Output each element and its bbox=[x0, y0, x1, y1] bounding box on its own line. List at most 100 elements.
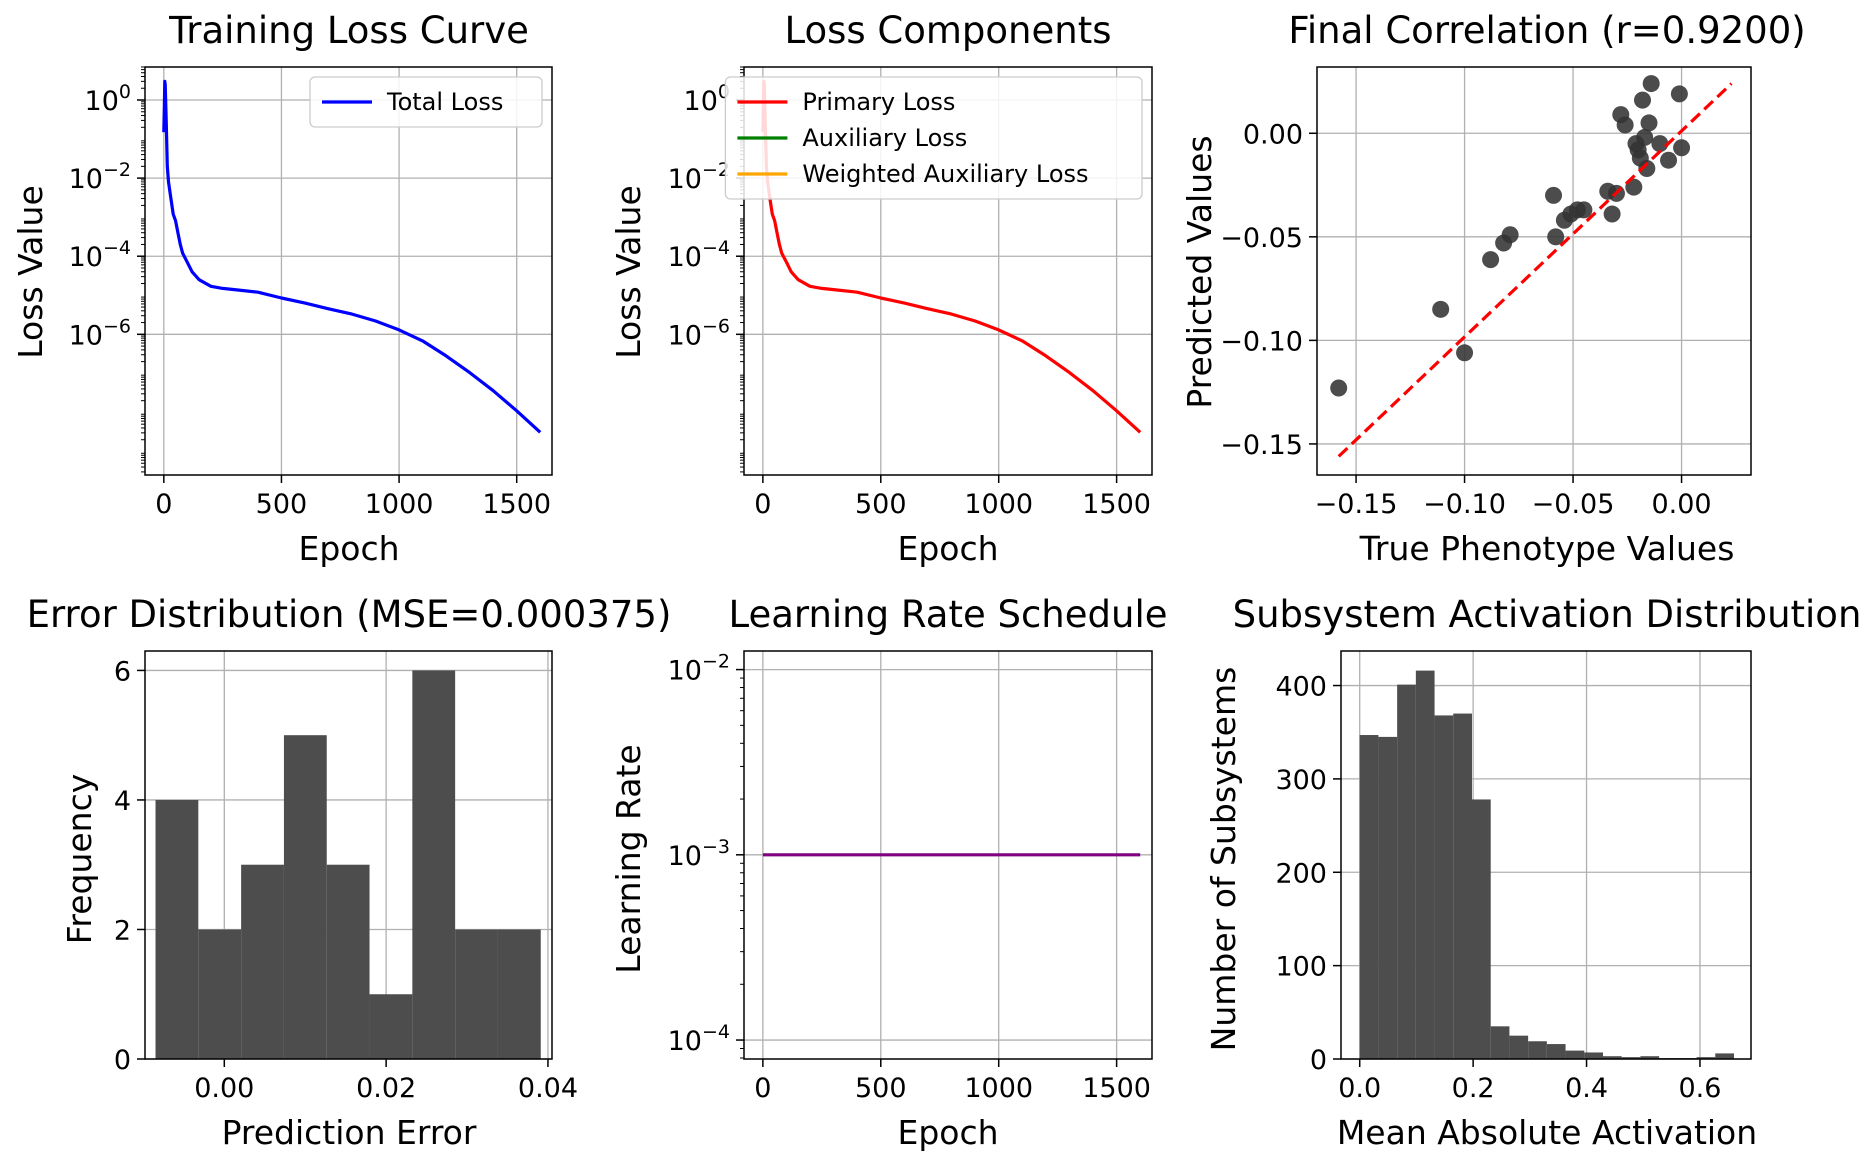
histogram-bar bbox=[1509, 1035, 1529, 1059]
plot-frame bbox=[1316, 66, 1752, 476]
histogram-bar bbox=[1565, 1050, 1585, 1059]
histogram-bar bbox=[1415, 670, 1435, 1059]
y-tick-exponent: 0 bbox=[119, 81, 131, 103]
y-tick-base: 10 bbox=[668, 164, 702, 195]
plot-area bbox=[1330, 75, 1733, 458]
scatter-point bbox=[1547, 228, 1565, 246]
y-tick-base: 10 bbox=[85, 86, 119, 117]
y-axis-label: Frequency bbox=[60, 774, 99, 944]
x-axis-label: Epoch bbox=[298, 529, 399, 568]
scatter-point bbox=[1330, 379, 1348, 397]
chart-title: Learning Rate Schedule bbox=[728, 593, 1167, 636]
y-tick-label: 10−6 bbox=[668, 315, 730, 351]
chart-title: Loss Components bbox=[784, 9, 1111, 52]
y-tick-exponent: −6 bbox=[103, 315, 131, 337]
legend: Total Loss bbox=[309, 76, 543, 128]
y-tick-exponent: −6 bbox=[702, 315, 730, 337]
scatter-point bbox=[1575, 201, 1593, 219]
legend-label: Total Loss bbox=[386, 88, 503, 116]
y-tick-base: 10 bbox=[668, 841, 702, 872]
x-axis-label: True Phenotype Values bbox=[1359, 529, 1735, 568]
scatter-point bbox=[1625, 178, 1643, 196]
panel-learning-rate: Learning Rate Schedule Epoch Learning Ra… bbox=[609, 593, 1168, 1152]
x-tick-label: 0 bbox=[754, 489, 771, 520]
y-tick-base: 10 bbox=[668, 1026, 702, 1057]
y-tick-label: 400 bbox=[1275, 672, 1327, 703]
x-tick-label: 0.00 bbox=[1651, 489, 1711, 520]
scatter-point bbox=[1638, 159, 1656, 177]
histogram-bar bbox=[1359, 735, 1379, 1059]
histogram-bar bbox=[1471, 799, 1491, 1059]
x-tick-label: −0.15 bbox=[1315, 489, 1398, 520]
histogram-bar bbox=[1378, 736, 1398, 1059]
y-tick-label: 10−4 bbox=[69, 237, 131, 273]
x-tick-label: −0.10 bbox=[1423, 489, 1506, 520]
y-tick-base: 10 bbox=[69, 242, 103, 273]
histogram-bar bbox=[1696, 1057, 1716, 1059]
y-tick-exponent: −4 bbox=[103, 237, 131, 259]
y-tick-label: 100 bbox=[1275, 952, 1327, 983]
plot-frame bbox=[144, 650, 553, 1060]
fit-line bbox=[1337, 82, 1733, 458]
x-tick-label: 0.02 bbox=[356, 1073, 416, 1104]
scatter-point bbox=[1545, 186, 1563, 204]
x-tick-label: 500 bbox=[256, 489, 308, 520]
x-tick-label: 0.04 bbox=[518, 1073, 578, 1104]
x-axis-label: Prediction Error bbox=[222, 1113, 477, 1152]
y-tick-exponent: −3 bbox=[702, 836, 730, 858]
x-tick-label: 1000 bbox=[365, 489, 434, 520]
legend-frame bbox=[724, 76, 1143, 200]
legend-label: Auxiliary Loss bbox=[802, 124, 967, 152]
y-tick-exponent: −2 bbox=[702, 159, 730, 181]
x-tick-label: 1500 bbox=[1082, 489, 1151, 520]
x-tick-label: 0.4 bbox=[1565, 1073, 1608, 1104]
y-axis-label: Learning Rate bbox=[609, 744, 648, 973]
histogram-bar bbox=[198, 929, 242, 1059]
y-axis-label: Loss Value bbox=[609, 185, 648, 359]
y-tick-base: 10 bbox=[668, 656, 702, 687]
histogram-bar bbox=[1528, 1041, 1547, 1059]
panel-loss-components: Loss Components Epoch Loss Value 0 500 100… bbox=[609, 9, 1153, 568]
histogram-bar bbox=[1715, 1053, 1734, 1059]
x-axis-label: Epoch bbox=[897, 529, 998, 568]
x-tick-label: −0.05 bbox=[1532, 489, 1615, 520]
scatter-point bbox=[1634, 91, 1651, 109]
y-tick-label: 10−4 bbox=[668, 237, 730, 273]
legend-label: Weighted Auxiliary Loss bbox=[802, 160, 1088, 188]
panel-error-distribution: Error Distribution (MSE=0.000375) Predic… bbox=[27, 593, 672, 1152]
histogram-bar bbox=[326, 864, 370, 1059]
y-tick-exponent: −4 bbox=[702, 237, 730, 259]
chart-title: Training Loss Curve bbox=[168, 9, 529, 52]
y-tick-base: 10 bbox=[668, 320, 702, 351]
chart-title: Subsystem Activation Distribution bbox=[1233, 593, 1862, 636]
x-tick-label: 1500 bbox=[1082, 1073, 1151, 1104]
histogram-bar bbox=[283, 735, 327, 1059]
y-axis-label: Number of Subsystems bbox=[1204, 667, 1243, 1052]
histogram-bar bbox=[1584, 1052, 1603, 1059]
plot-area bbox=[162, 79, 542, 434]
y-tick-exponent: −4 bbox=[702, 1021, 730, 1043]
y-tick-label: 6 bbox=[114, 656, 131, 687]
y-tick-label: 10−3 bbox=[668, 836, 730, 872]
y-axis-label: Loss Value bbox=[11, 185, 50, 359]
scatter-point bbox=[1642, 75, 1660, 93]
y-tick-label: 4 bbox=[114, 786, 131, 817]
histogram-bar bbox=[1640, 1056, 1660, 1059]
histogram-bar bbox=[1546, 1044, 1566, 1059]
y-tick-label: −0.15 bbox=[1220, 430, 1303, 461]
y-tick-label: 10−2 bbox=[668, 159, 730, 195]
plot-area bbox=[155, 670, 541, 1059]
x-tick-label: 1000 bbox=[964, 1073, 1033, 1104]
plot-frame bbox=[144, 66, 553, 476]
histogram-bar bbox=[1453, 713, 1472, 1059]
y-tick-base: 10 bbox=[668, 242, 702, 273]
y-tick-label: 10−2 bbox=[69, 159, 131, 195]
y-tick-label: 0.00 bbox=[1243, 119, 1303, 150]
plot-frame bbox=[743, 650, 1153, 1060]
y-axis-label: Predicted Values bbox=[1180, 135, 1219, 408]
x-axis-label: Epoch bbox=[897, 1113, 998, 1152]
histogram-bar bbox=[241, 864, 284, 1059]
scatter-point bbox=[1673, 139, 1691, 157]
x-tick-label: 0.0 bbox=[1338, 1073, 1381, 1104]
legend-frame bbox=[309, 76, 543, 128]
